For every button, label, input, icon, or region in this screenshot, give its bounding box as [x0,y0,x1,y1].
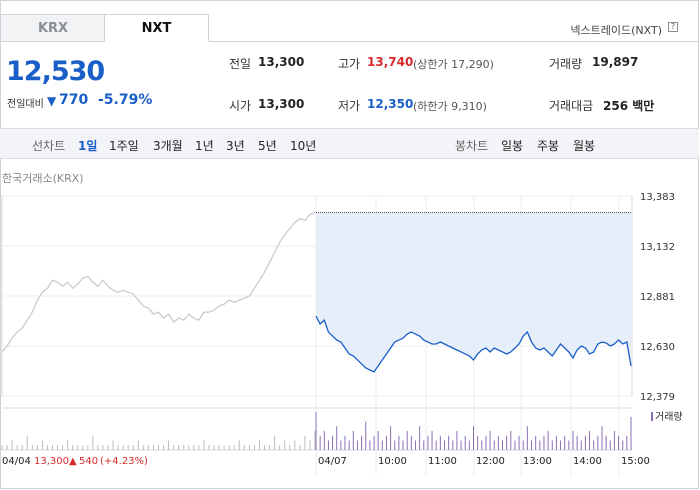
tabs-divider [0,41,699,42]
tab-krx[interactable]: KRX [0,14,105,42]
x-tick-label: 04/07 [318,456,347,467]
high-value: 13,740 [367,55,414,69]
venue-label: 넥스트레이드(NXT) [570,24,662,37]
nxt-area [316,212,631,372]
line-chart-label: 선차트 [32,139,66,153]
period-5y-button[interactable]: 5년 [258,139,277,153]
y-axis-ticks: 13,383 13,132 12,881 12,630 12,379 [640,192,675,403]
period-1w-button[interactable]: 1주일 [109,139,139,153]
prev-date-label: 04/04 [2,456,31,467]
prev-day-line [1,211,316,353]
down-arrow-icon: ▼ [47,94,57,108]
open-label: 시가 [229,99,252,113]
x-tick-label: 14:00 [573,456,602,467]
y-tick-label: 12,379 [640,392,675,403]
open-value: 13,300 [258,97,305,111]
prev-close-label: 13,300 [34,456,69,467]
x-tick-label: 11:00 [428,456,457,467]
y-tick-label: 13,383 [640,192,675,203]
amount-label: 거래대금 [549,99,594,113]
low-label: 저가 [338,99,361,113]
x-tick-label: 15:00 [621,456,650,467]
lower-limit: (하한가 9,310) [413,100,487,113]
period-3m-button[interactable]: 3개월 [153,139,183,153]
current-price: 12,530 [6,56,105,87]
nxt-price-line [315,315,632,373]
period-1y-button[interactable]: 1년 [195,139,214,153]
change-value: 770 [59,92,89,108]
price-chart: 13,383 13,132 12,881 12,630 12,379 04/07 10:0… [1,192,683,476]
prev-change-label: 540 [79,456,98,467]
volume-legend-swatch [651,412,653,421]
volume-value: 19,897 [592,55,639,69]
chart-period-bar: 선차트 1일 1주일 3개월 1년 3년 5년 10년 봉차트 일봉 주봉 월봉 [0,128,699,159]
prev-close-value: 13,300 [258,55,305,69]
change-label: 전일대비 [7,99,44,110]
high-label: 고가 [338,57,361,71]
tab-nxt[interactable]: NXT [104,14,209,42]
volume-legend: 거래량 [655,411,683,423]
x-tick-label: 13:00 [523,456,552,467]
period-3y-button[interactable]: 3년 [226,139,245,153]
candle-weekly-button[interactable]: 주봉 [537,139,560,153]
candle-chart-label: 봉차트 [455,139,489,153]
up-triangle-icon: ▲ [69,456,77,467]
upper-limit: (상한가 17,290) [413,58,494,71]
prev-change-pct: (+4.23%) [100,456,148,467]
x-tick-label: 12:00 [476,456,505,467]
low-value: 12,350 [367,97,414,111]
prev-close-label: 전일 [229,57,252,71]
volume-label: 거래량 [549,57,583,71]
period-10y-button[interactable]: 10년 [290,139,317,153]
x-tick-label: 10:00 [378,456,407,467]
amount-value: 256 백만 [603,99,655,113]
candle-daily-button[interactable]: 일봉 [501,139,524,153]
line-layer [1,211,632,373]
help-icon[interactable]: ? [668,22,678,32]
x-axis-ticks: 04/07 10:00 11:00 12:00 13:00 14:00 15:00 [318,456,650,467]
period-1d-button[interactable]: 1일 [78,139,98,153]
candle-monthly-button[interactable]: 월봉 [573,139,596,153]
y-tick-label: 12,881 [640,292,675,303]
y-tick-label: 13,132 [640,242,675,253]
change-percent: -5.79% [98,92,153,108]
exchange-label: 한국거래소(KRX) [2,172,84,185]
nxt-area-fill [316,212,631,372]
volume-bars [1,407,653,451]
y-tick-label: 12,630 [640,342,675,353]
